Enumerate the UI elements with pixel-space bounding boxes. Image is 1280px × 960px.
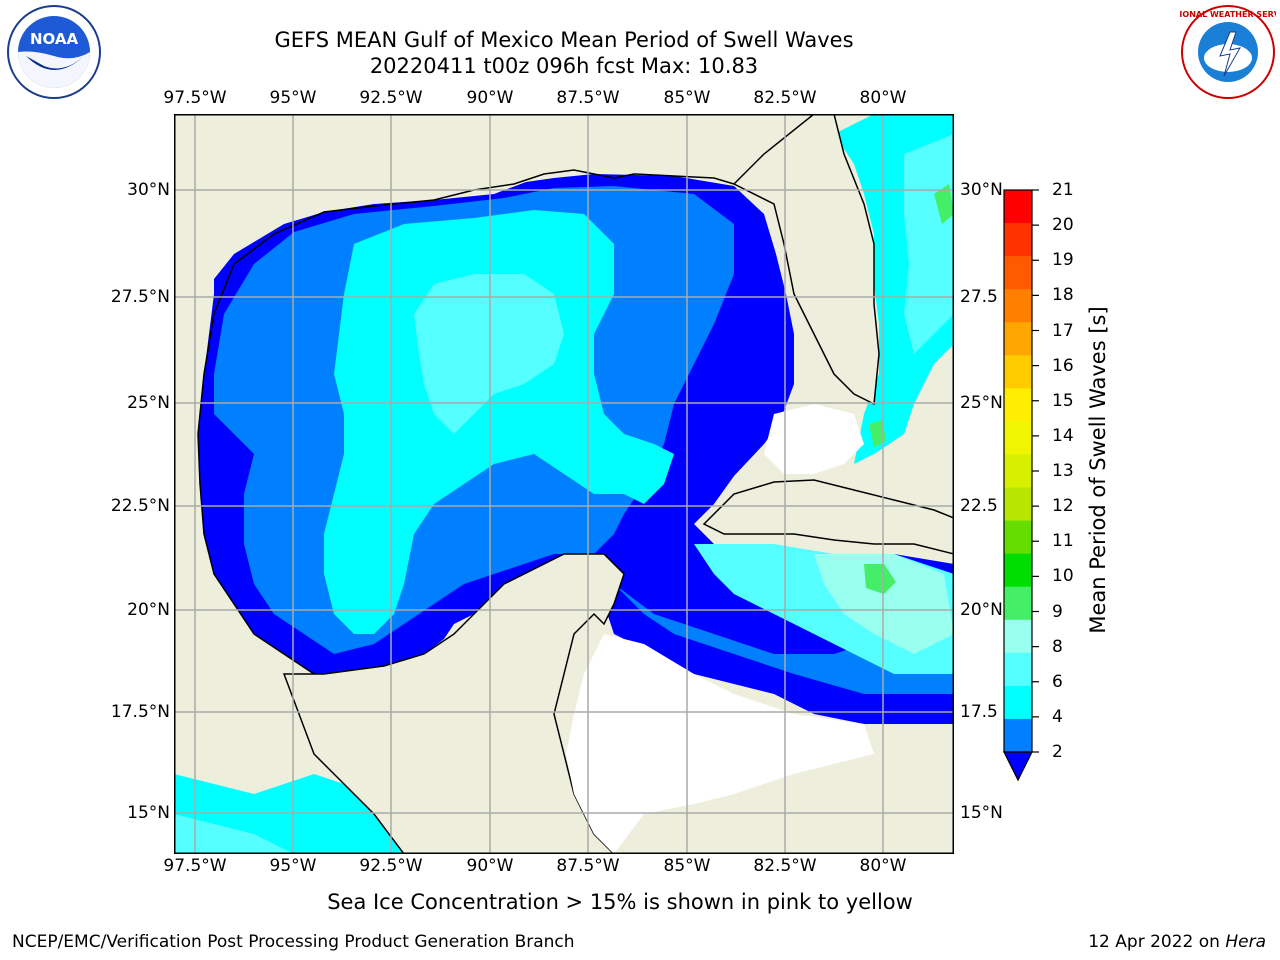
colorbar-tick-label: 6 [1052, 671, 1063, 692]
colorbar-tick-label: 8 [1052, 636, 1063, 657]
chart-title: GEFS MEAN Gulf of Mexico Mean Period of … [274, 28, 854, 52]
lon-label-top: 82.5°W [753, 88, 817, 108]
lon-label-top: 97.5°W [163, 88, 227, 108]
lon-label-bottom: 92.5°W [359, 856, 423, 876]
colorbar-segment [1004, 586, 1032, 621]
colorbar-segment [1004, 289, 1032, 323]
colorbar-tick-label: 13 [1052, 461, 1074, 481]
noaa-logo: NOAA [7, 5, 101, 99]
colorbar-segment [1004, 223, 1032, 257]
colorbar-tick-label: 4 [1052, 706, 1063, 727]
lon-label-top: 95°W [269, 88, 317, 108]
lon-label-top: 80°W [859, 88, 907, 108]
mexico-coast-line [197, 373, 315, 675]
gulf-water-lightcyan [414, 274, 564, 434]
nws-logo-text: NATIONAL WEATHER SERVICE [1180, 10, 1276, 19]
chart-subtitle: 20220411 t00z 096h fcst Max: 10.83 [369, 54, 759, 78]
us-coast-line [203, 169, 735, 375]
colorbar-tick-label: 2 [1052, 742, 1063, 762]
colorbar-segment [1004, 520, 1032, 555]
lat-label-left: 25°N [127, 393, 170, 413]
footer-date: 12 Apr 2022 on Hera [1088, 932, 1266, 952]
cuba-land [702, 479, 954, 555]
lat-label-left: 27.5°N [110, 287, 170, 307]
colorbar-tick-label: 19 [1052, 250, 1074, 271]
atlantic-lightcyan [904, 134, 954, 354]
lon-label-bottom: 97.5°W [163, 856, 227, 876]
lon-label-bottom: 80°W [859, 856, 907, 876]
lat-label-right: 30°N [960, 180, 1003, 200]
colorbar-tick-label: 16 [1052, 355, 1074, 376]
lat-label-left: 22.5°N [110, 496, 170, 516]
caribbean-green [864, 564, 896, 594]
colorbar-tick-label: 11 [1052, 531, 1074, 552]
colorbar-segment [1004, 256, 1032, 290]
no-data-keys [764, 404, 864, 474]
lon-label-bottom: 82.5°W [753, 856, 817, 876]
nws-logo: NATIONAL WEATHER SERVICE [1180, 5, 1276, 99]
yucatan-land [282, 553, 625, 854]
colorbar-tick-label: 15 [1052, 390, 1074, 411]
lat-label-right: 17.5 [960, 702, 998, 722]
footer-date-text: 12 Apr 2022 on [1088, 932, 1226, 952]
lat-label-left: 30°N [127, 180, 170, 200]
colorbar-segment [1004, 718, 1032, 753]
colorbar-segment [1004, 553, 1032, 588]
colorbar-segment [1004, 355, 1032, 389]
map-area [174, 114, 954, 854]
colorbar-segment [1004, 190, 1032, 224]
atlantic-green [934, 184, 954, 224]
colorbar-tick-label: 18 [1052, 285, 1074, 306]
lat-label-right: 15°N [960, 803, 1003, 823]
no-data-west-caribbean [566, 634, 874, 854]
colorbar-tick-label: 14 [1052, 425, 1074, 446]
sea-ice-note: Sea Ice Concentration > 15% is shown in … [327, 890, 913, 914]
lat-label-left: 15°N [127, 803, 170, 823]
noaa-logo-text: NOAA [30, 30, 79, 48]
lon-label-bottom: 87.5°W [556, 856, 620, 876]
lat-label-right: 27.5 [960, 287, 998, 307]
gulf-water-cyan [324, 210, 674, 634]
colorbar-extend-arrow [1003, 751, 1033, 782]
colorbar-tick-label: 20 [1052, 215, 1074, 236]
colorbar-segment [1004, 421, 1032, 455]
lat-label-right: 20°N [960, 600, 1003, 620]
graticule [174, 114, 954, 854]
colorbar-segment [1004, 685, 1032, 720]
colorbar-tick-label: 10 [1052, 566, 1074, 587]
lon-label-top: 85°W [663, 88, 711, 108]
lat-label-left: 20°N [127, 600, 170, 620]
map-svg [174, 114, 954, 854]
lon-label-bottom: 85°W [663, 856, 711, 876]
map-frame [174, 114, 954, 854]
colorbar-segment [1004, 619, 1032, 654]
colorbar-segment [1004, 322, 1032, 356]
caribbean-pale [814, 554, 954, 654]
lon-label-bottom: 95°W [269, 856, 317, 876]
atlantic-green-2 [869, 420, 886, 448]
footer-credit: NCEP/EMC/Verification Post Processing Pr… [12, 932, 575, 952]
pacific-lightcyan [174, 814, 294, 854]
colorbar-tick-label: 9 [1052, 601, 1063, 622]
footer-host: Hera [1225, 932, 1266, 952]
lon-label-top: 92.5°W [359, 88, 423, 108]
colorbar-tick-label: 21 [1052, 180, 1074, 200]
lat-label-left: 17.5°N [110, 702, 170, 722]
colorbar-tick-label: 12 [1052, 496, 1074, 517]
colorbar-tick-label: 17 [1052, 320, 1074, 341]
florida-land [732, 114, 954, 406]
colorbar-segment [1004, 487, 1032, 522]
lat-label-right: 22.5 [960, 496, 998, 516]
lon-label-top: 87.5°W [556, 88, 620, 108]
colorbar-segment [1004, 388, 1032, 422]
colorbar [1003, 189, 1039, 782]
colorbar-segment [1004, 454, 1032, 489]
lat-label-right: 25°N [960, 393, 1003, 413]
lon-label-top: 90°W [466, 88, 514, 108]
lon-label-bottom: 90°W [466, 856, 514, 876]
colorbar-title: Mean Period of Swell Waves [s] [1086, 306, 1110, 634]
colorbar-segment [1004, 652, 1032, 687]
